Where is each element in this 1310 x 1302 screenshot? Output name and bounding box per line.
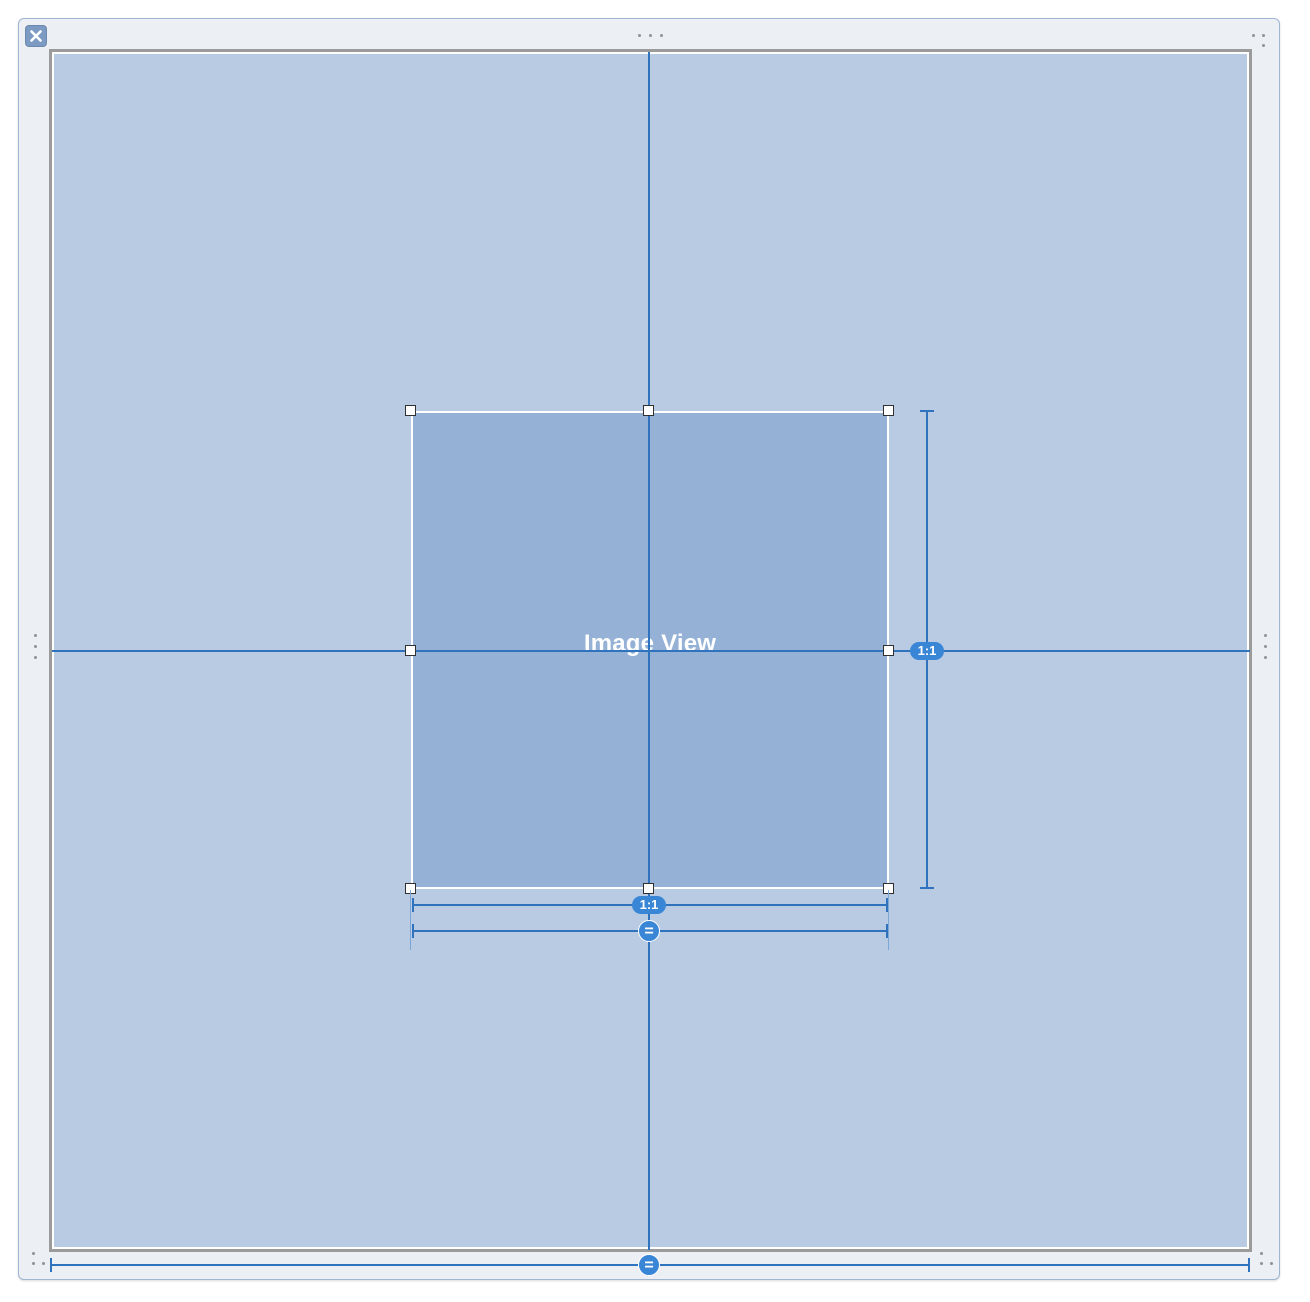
resize-handle-right[interactable] xyxy=(883,645,894,656)
right-resize-grip[interactable] xyxy=(1262,632,1270,666)
close-scene-button[interactable] xyxy=(25,25,47,47)
equal-width-cap-right xyxy=(886,924,888,938)
image-view-label: Image View xyxy=(583,630,717,657)
resize-handle-top-right[interactable] xyxy=(883,405,894,416)
center-y-constraint-line[interactable] xyxy=(52,650,1250,652)
resize-handle-top[interactable] xyxy=(643,405,654,416)
resize-handle-top-left[interactable] xyxy=(405,405,416,416)
left-resize-grip[interactable] xyxy=(32,632,40,666)
aspect-ratio-h-cap-right xyxy=(886,898,888,912)
aspect-ratio-cap-bottom xyxy=(920,887,934,889)
resize-handle-left[interactable] xyxy=(405,645,416,656)
bottom-left-resize-grip[interactable] xyxy=(30,1250,48,1270)
root-equal-width-cap-right xyxy=(1248,1258,1250,1272)
aspect-ratio-cap-top xyxy=(920,410,934,412)
close-icon xyxy=(30,30,42,42)
extension-line-right xyxy=(888,890,889,950)
equal-width-badge[interactable]: = xyxy=(638,920,660,942)
bottom-right-resize-grip[interactable] xyxy=(1258,1250,1276,1270)
root-equal-width-cap-left xyxy=(50,1258,52,1272)
top-resize-grip[interactable] xyxy=(636,32,670,40)
equal-width-cap-left xyxy=(412,924,414,938)
aspect-ratio-badge-horizontal[interactable]: 1:1 xyxy=(632,896,666,914)
root-equal-width-badge[interactable]: = xyxy=(638,1254,660,1276)
aspect-ratio-h-cap-left xyxy=(412,898,414,912)
top-right-resize-grip[interactable] xyxy=(1250,32,1268,50)
aspect-ratio-badge-vertical[interactable]: 1:1 xyxy=(910,642,944,660)
extension-line-left xyxy=(410,890,411,950)
resize-handle-bottom[interactable] xyxy=(643,883,654,894)
